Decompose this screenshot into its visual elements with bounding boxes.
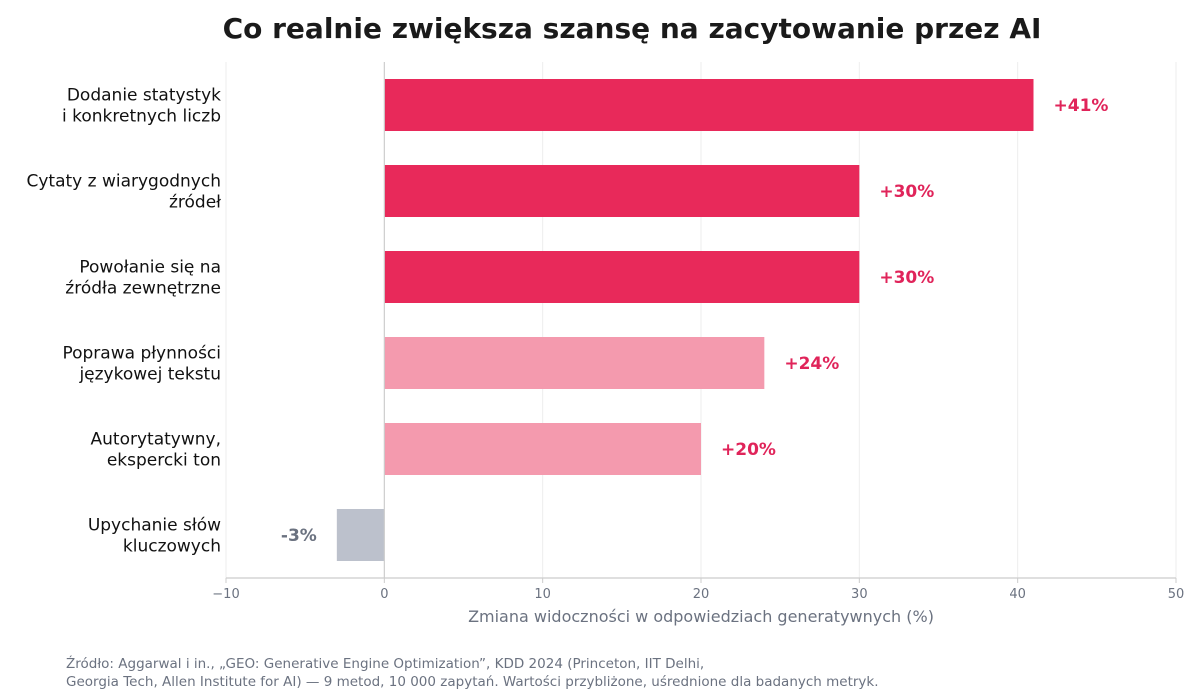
category-label: kluczowych	[123, 537, 221, 557]
value-label: -3%	[281, 526, 317, 546]
category-label: Dodanie statystyk	[67, 86, 221, 106]
bar	[384, 79, 1034, 131]
category-label: Autorytatywny,	[91, 430, 221, 450]
x-tick-label: 20	[693, 587, 710, 602]
category-label: Cytaty z wiarygodnych	[26, 172, 221, 192]
value-label: +41%	[1054, 96, 1109, 116]
chart-title: Co realnie zwiększa szansę na zacytowani…	[223, 12, 1042, 45]
category-label: językowej tekstu	[78, 365, 221, 385]
x-tick-label: 50	[1168, 587, 1185, 602]
category-label: i konkretnych liczb	[62, 107, 221, 127]
value-label: +30%	[879, 182, 934, 202]
x-tick-label: 0	[380, 587, 388, 602]
source-line-2: Georgia Tech, Allen Institute for AI) — …	[66, 674, 879, 690]
category-label: Powołanie się na	[79, 258, 221, 278]
bar	[336, 509, 385, 561]
category-label: Poprawa płynności	[62, 344, 221, 364]
bar	[384, 423, 701, 475]
source-note: Źródło: Aggarwal i in., „GEO: Generative…	[66, 655, 1166, 691]
bar	[384, 251, 860, 303]
category-label: źródeł	[169, 193, 221, 213]
bars	[336, 79, 1034, 561]
category-label: ekspercki ton	[107, 451, 221, 471]
bar	[384, 165, 860, 217]
x-tick-label: −10	[212, 587, 239, 602]
x-tick-label: 10	[534, 587, 551, 602]
value-label: +30%	[879, 268, 934, 288]
bar	[384, 337, 765, 389]
grid-lines	[225, 62, 1177, 578]
category-label: Upychanie słów	[88, 516, 221, 536]
source-line-1: Źródło: Aggarwal i in., „GEO: Generative…	[66, 656, 705, 672]
x-axis: −10 0 10 20 30 40 50	[212, 62, 1184, 602]
category-label: źródła zewnętrzne	[65, 279, 221, 299]
x-axis-label: Zmiana widoczności w odpowiedziach gener…	[468, 607, 934, 626]
value-labels: +41% +30% +30% +24% +20% -3%	[281, 96, 1109, 546]
value-label: +20%	[721, 440, 776, 460]
x-tick-label: 30	[851, 587, 868, 602]
x-tick-label: 40	[1009, 587, 1026, 602]
value-label: +24%	[784, 354, 839, 374]
